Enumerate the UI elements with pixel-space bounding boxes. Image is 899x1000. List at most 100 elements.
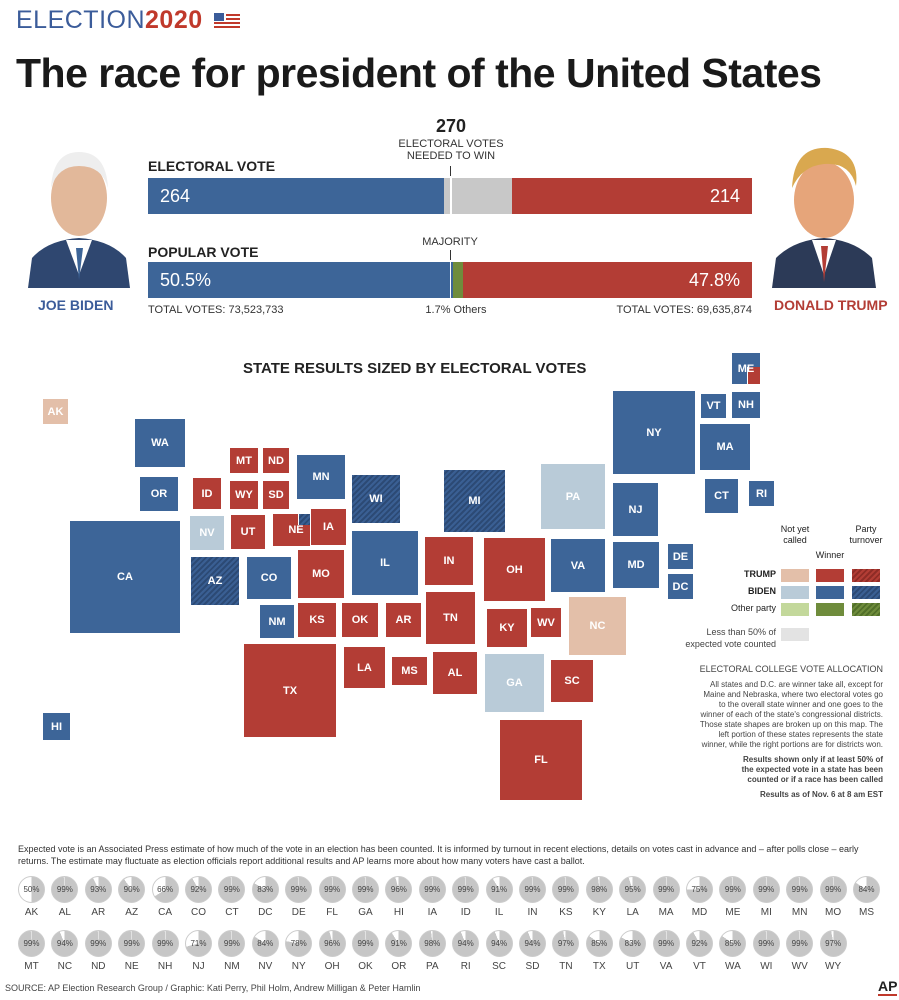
state-mn[interactable]: MN <box>296 454 346 500</box>
state-ia[interactable]: IA <box>310 508 347 546</box>
expected-vote-state: WY <box>825 961 842 972</box>
swatch-biden-turnover <box>852 586 880 599</box>
expected-vote-state: OH <box>324 961 340 972</box>
expected-vote-state: TN <box>559 961 573 972</box>
state-ga[interactable]: GA <box>484 653 545 713</box>
expected-vote-pie: 99% <box>652 876 680 903</box>
expected-vote-pct: 99% <box>123 939 140 948</box>
state-label: NM <box>268 615 286 628</box>
state-oh[interactable]: OH <box>483 537 546 602</box>
expected-vote-pct: 99% <box>724 885 741 894</box>
state-id[interactable]: ID <box>192 477 222 510</box>
state-wi[interactable]: WI <box>351 474 401 524</box>
threshold-note-1: ELECTORAL VOTES <box>398 138 504 150</box>
biden-total-votes: TOTAL VOTES: 73,523,733 <box>148 304 284 316</box>
state-nj[interactable]: NJ <box>612 482 659 537</box>
state-me[interactable]: ME <box>731 352 761 385</box>
expected-vote-state: MO <box>825 907 842 918</box>
state-label: CA <box>117 571 133 583</box>
state-tx[interactable]: TX <box>243 643 337 738</box>
state-ar[interactable]: AR <box>385 602 422 638</box>
expected-vote-pie: 50% <box>18 876 45 903</box>
state-label: ND <box>268 454 284 467</box>
state-wv[interactable]: WV <box>530 607 562 638</box>
expected-vote-pie: 85% <box>719 930 747 957</box>
state-ky[interactable]: KY <box>486 608 528 648</box>
state-sd[interactable]: SD <box>262 480 290 510</box>
popular-label: POPULAR VOTE <box>148 244 259 260</box>
state-sc[interactable]: SC <box>550 659 594 703</box>
state-nm[interactable]: NM <box>259 604 295 639</box>
state-label: MS <box>401 665 418 677</box>
threshold-value: 270 <box>435 116 467 136</box>
state-label: IN <box>443 555 455 567</box>
expected-vote-pct: 92% <box>691 939 708 948</box>
state-ks[interactable]: KS <box>297 602 337 638</box>
expected-vote-state: NM <box>224 961 240 972</box>
state-co[interactable]: CO <box>246 556 292 600</box>
state-az[interactable]: AZ <box>190 556 240 606</box>
state-de[interactable]: DE <box>667 543 694 570</box>
electoral-bar-trump <box>511 178 752 214</box>
expected-vote-pct: 99% <box>23 939 40 948</box>
state-ms[interactable]: MS <box>391 656 428 686</box>
expected-vote-pct: 97% <box>825 939 842 948</box>
state-md[interactable]: MD <box>612 541 660 589</box>
expected-vote-pct: 90% <box>123 885 140 894</box>
expected-vote-pie: 99% <box>51 876 79 903</box>
state-wa[interactable]: WA <box>134 418 186 468</box>
expected-vote-pie: 99% <box>352 876 379 903</box>
expected-vote-state: OR <box>391 961 407 972</box>
state-va[interactable]: VA <box>550 538 606 593</box>
expected-vote-pie: 99% <box>218 930 246 957</box>
expected-vote-pie: 99% <box>285 876 313 903</box>
state-pa[interactable]: PA <box>540 463 606 530</box>
state-wy[interactable]: WY <box>229 480 259 510</box>
state-hi[interactable]: HI <box>42 712 71 741</box>
state-label: MO <box>312 568 330 580</box>
expected-vote-pie: 99% <box>786 930 814 957</box>
state-ut[interactable]: UT <box>230 514 266 550</box>
legend-row-other: Other party <box>730 603 776 613</box>
state-ct[interactable]: CT <box>704 478 739 514</box>
state-ca[interactable]: CA <box>69 520 181 634</box>
state-al[interactable]: AL <box>432 651 478 695</box>
state-or[interactable]: OR <box>139 476 179 512</box>
state-nc[interactable]: NC <box>568 596 627 656</box>
state-ok[interactable]: OK <box>341 602 379 638</box>
state-mi[interactable]: MI <box>443 469 506 533</box>
state-in[interactable]: IN <box>424 536 474 586</box>
state-label: FL <box>534 754 548 766</box>
state-ny[interactable]: NY <box>612 390 696 475</box>
state-nh[interactable]: NH <box>731 391 761 419</box>
expected-vote-pct: 99% <box>424 885 441 894</box>
state-nd[interactable]: ND <box>262 447 290 474</box>
electoral-bar: 264 214 <box>148 178 752 214</box>
state-label: WA <box>151 437 169 449</box>
expected-vote-pie: 99% <box>719 876 747 903</box>
state-tn[interactable]: TN <box>425 591 476 645</box>
state-label: AL <box>447 667 463 679</box>
state-mt[interactable]: MT <box>229 447 259 474</box>
state-la[interactable]: LA <box>343 646 386 689</box>
state-ak[interactable]: AK <box>42 398 69 425</box>
expected-vote-pct: 97% <box>557 939 574 948</box>
expected-vote-pie: 83% <box>251 876 279 903</box>
majority-tick <box>450 250 451 260</box>
expected-vote-pct: 99% <box>758 885 775 894</box>
state-ri[interactable]: RI <box>748 480 775 507</box>
state-dc[interactable]: DC <box>667 573 694 600</box>
state-nv[interactable]: NV <box>189 515 225 551</box>
state-label: WI <box>369 493 383 505</box>
expected-vote-state: NE <box>124 961 139 972</box>
state-mo[interactable]: MO <box>297 549 345 599</box>
source-credit: SOURCE: AP Election Research Group / Gra… <box>5 983 421 993</box>
state-il[interactable]: IL <box>351 530 419 596</box>
state-ma[interactable]: MA <box>699 423 751 471</box>
expected-vote-pct: 94% <box>457 939 474 948</box>
state-vt[interactable]: VT <box>700 393 727 419</box>
expected-vote-pie: 71% <box>185 930 212 957</box>
state-fl[interactable]: FL <box>499 719 583 801</box>
flag-icon <box>214 13 241 28</box>
expected-vote-pie: 99% <box>752 876 780 903</box>
